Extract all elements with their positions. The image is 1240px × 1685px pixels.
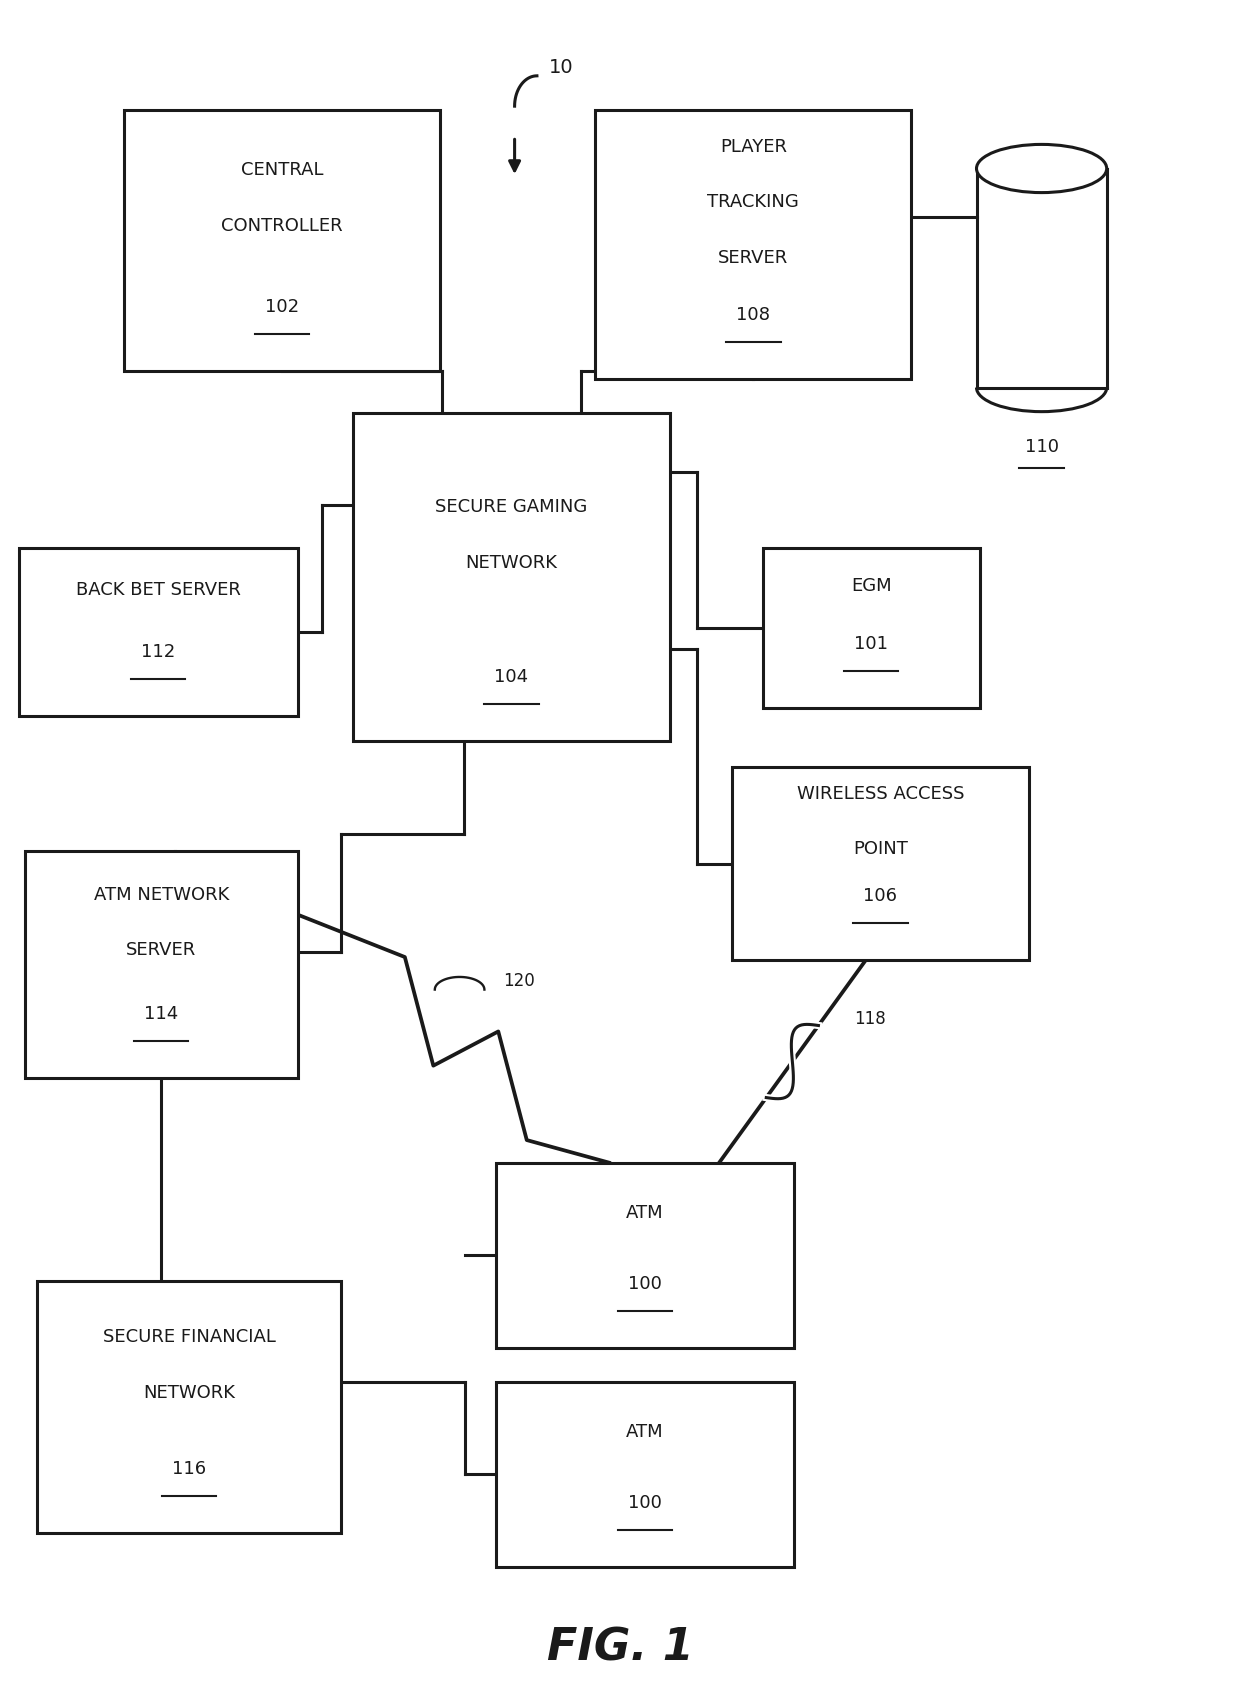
Text: SECURE GAMING: SECURE GAMING	[435, 499, 588, 516]
Text: 102: 102	[265, 298, 299, 315]
Bar	[595, 110, 911, 379]
Text: 100: 100	[627, 1276, 662, 1292]
Text: 118: 118	[854, 1011, 887, 1028]
Text: 106: 106	[863, 888, 898, 905]
Bar	[496, 1382, 794, 1567]
Text: 110: 110	[1024, 438, 1059, 457]
Bar	[732, 767, 1029, 960]
Text: 101: 101	[854, 635, 888, 652]
Text: 100: 100	[627, 1495, 662, 1511]
Text: WIRELESS ACCESS: WIRELESS ACCESS	[796, 785, 965, 802]
Text: ATM: ATM	[626, 1205, 663, 1222]
Text: 114: 114	[144, 1006, 179, 1023]
Bar	[25, 851, 298, 1078]
Text: CONTROLLER: CONTROLLER	[221, 217, 343, 234]
Text: FIG. 1: FIG. 1	[547, 1626, 693, 1670]
Bar	[763, 548, 980, 708]
Text: 108: 108	[737, 307, 770, 324]
Text: 120: 120	[503, 972, 534, 991]
Text: ATM NETWORK: ATM NETWORK	[93, 886, 229, 903]
Text: SECURE FINANCIAL: SECURE FINANCIAL	[103, 1328, 275, 1346]
Text: PLAYER: PLAYER	[719, 138, 787, 155]
Text: TRACKING: TRACKING	[708, 194, 799, 211]
Text: EGM: EGM	[851, 576, 892, 595]
Text: 112: 112	[141, 644, 175, 661]
Text: NETWORK: NETWORK	[465, 554, 558, 571]
Ellipse shape	[976, 145, 1106, 192]
Bar	[37, 1281, 341, 1533]
Text: 116: 116	[172, 1461, 206, 1478]
Text: NETWORK: NETWORK	[143, 1383, 236, 1402]
Text: ATM: ATM	[626, 1424, 663, 1441]
Bar	[496, 1163, 794, 1348]
Bar	[124, 110, 440, 371]
Bar	[353, 413, 670, 741]
Text: SERVER: SERVER	[718, 249, 789, 266]
Text: 104: 104	[495, 669, 528, 686]
Text: SERVER: SERVER	[126, 942, 196, 959]
Bar	[19, 548, 298, 716]
Text: CENTRAL: CENTRAL	[241, 162, 324, 179]
Text: POINT: POINT	[853, 841, 908, 858]
Text: 10: 10	[549, 57, 574, 78]
Text: BACK BET SERVER: BACK BET SERVER	[76, 581, 241, 598]
